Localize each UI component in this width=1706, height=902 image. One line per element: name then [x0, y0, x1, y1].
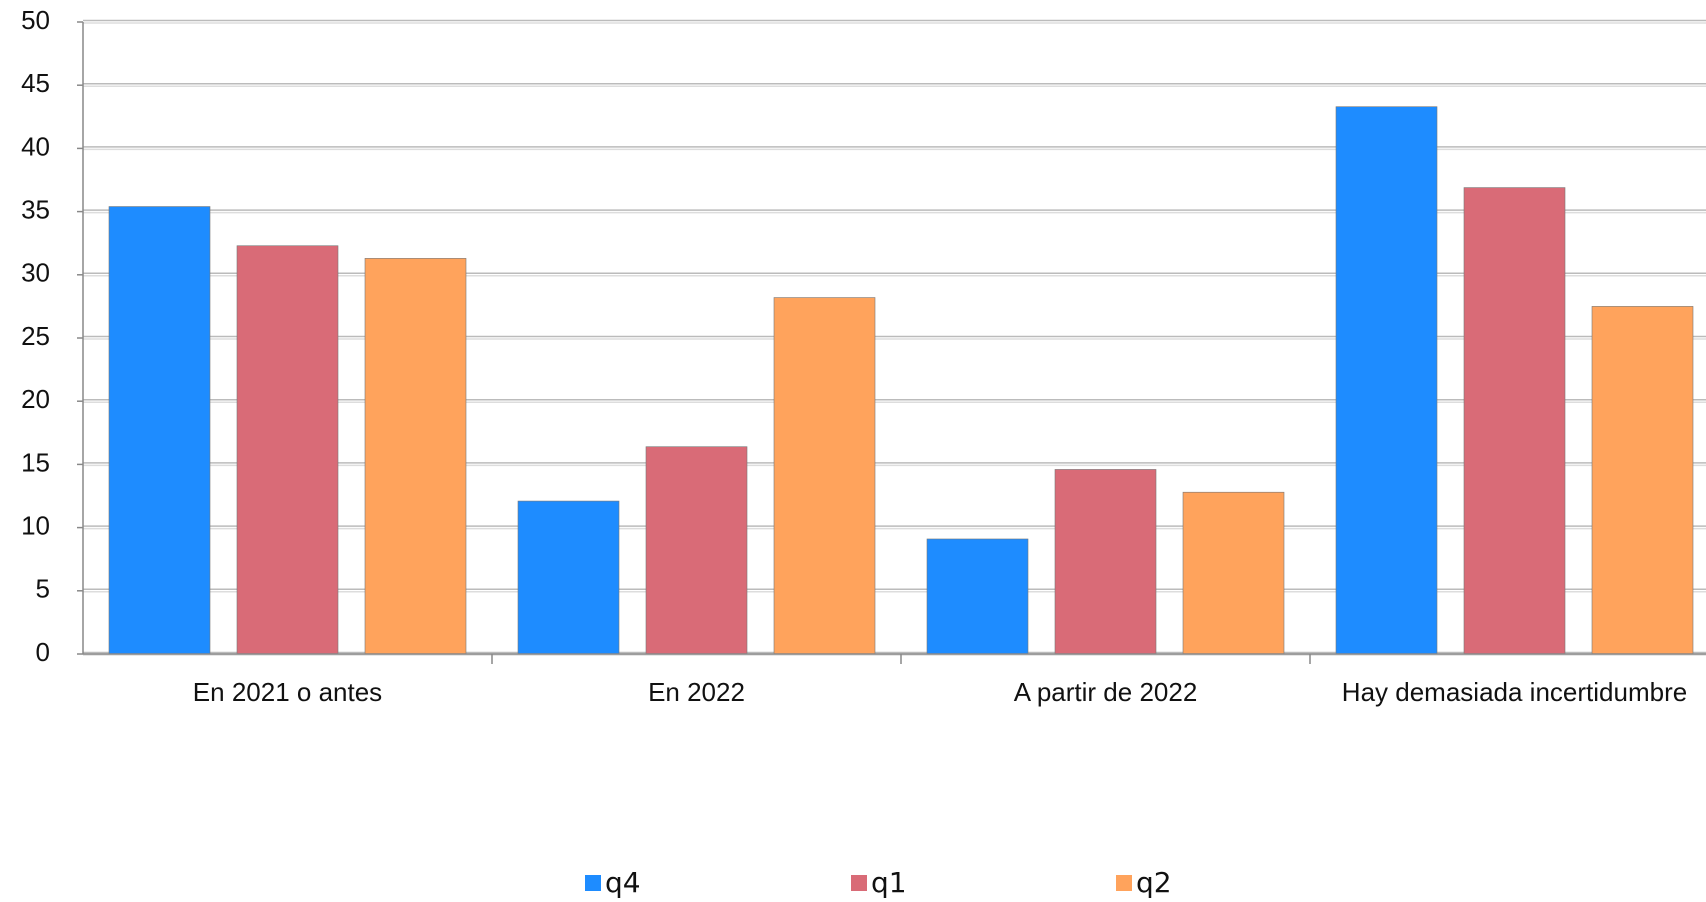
legend-swatch [1116, 875, 1132, 891]
x-tick-label: A partir de 2022 [1013, 677, 1198, 707]
y-tick-label: 0 [36, 637, 50, 667]
bar [773, 297, 876, 655]
y-tick-label: 50 [21, 5, 50, 35]
x-tick-label-box: En 2021 o antes [192, 677, 383, 707]
x-tick-label-box: Hay demasiada incertidumbre [1341, 677, 1688, 707]
bar [517, 500, 620, 655]
x-tick-label-box: A partir de 2022 [1013, 677, 1198, 707]
x-tick-label: En 2021 o antes [192, 677, 383, 707]
bar [1591, 306, 1694, 655]
y-tick-label: 15 [21, 447, 50, 477]
legend-swatch [851, 875, 867, 891]
bar [236, 245, 339, 655]
bar [926, 538, 1029, 655]
y-tick-label: 35 [21, 194, 50, 224]
y-tick-label: 10 [21, 510, 50, 540]
legend-swatch [585, 875, 601, 891]
bar [1182, 491, 1285, 655]
x-tick-label: En 2022 [648, 677, 745, 707]
bar [1054, 469, 1157, 655]
bar [645, 446, 748, 655]
bar [1335, 106, 1438, 655]
legend-label: q4 [605, 866, 641, 899]
legend-label: q1 [871, 866, 907, 899]
y-tick-label: 25 [21, 321, 50, 351]
y-tick-label: 45 [21, 68, 50, 98]
y-tick-label: 30 [21, 258, 50, 288]
bar [1463, 187, 1566, 655]
x-tick-label-box: En 2022 [648, 677, 745, 707]
y-tick-label: 5 [36, 574, 50, 604]
x-tick-label: Hay demasiada incertidumbre [1341, 677, 1688, 707]
bar [364, 258, 467, 655]
bar [108, 206, 211, 655]
y-tick-label: 40 [21, 131, 50, 161]
y-tick-label: 20 [21, 384, 50, 414]
legend-label: q2 [1136, 866, 1172, 899]
